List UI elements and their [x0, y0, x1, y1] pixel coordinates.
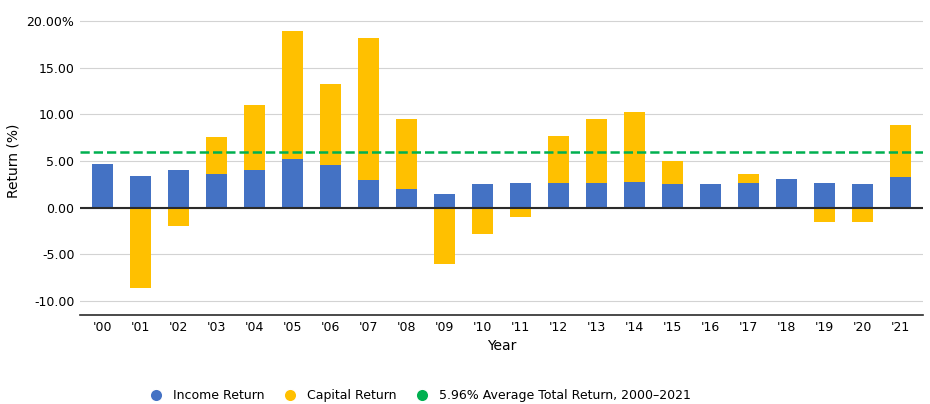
Bar: [548, 136, 569, 183]
Bar: [92, 164, 113, 208]
Bar: [130, 176, 152, 208]
Bar: [358, 180, 379, 208]
Bar: [662, 161, 683, 184]
Bar: [737, 183, 759, 208]
Bar: [168, 208, 189, 226]
Bar: [396, 119, 417, 189]
Bar: [206, 174, 227, 208]
Bar: [662, 184, 683, 208]
Bar: [320, 165, 341, 208]
Bar: [168, 170, 189, 208]
Bar: [624, 112, 644, 181]
Bar: [206, 137, 227, 174]
Bar: [282, 159, 303, 208]
Bar: [282, 31, 303, 159]
Bar: [737, 174, 759, 183]
Bar: [510, 208, 531, 217]
Bar: [814, 183, 835, 208]
Bar: [358, 38, 379, 180]
Bar: [320, 84, 341, 165]
Bar: [586, 119, 607, 183]
Bar: [245, 105, 265, 170]
Bar: [472, 184, 493, 208]
Bar: [510, 183, 531, 208]
Bar: [434, 208, 455, 264]
Bar: [130, 208, 152, 288]
Bar: [434, 194, 455, 208]
Y-axis label: Return (%): Return (%): [7, 124, 21, 198]
Bar: [890, 124, 910, 177]
Bar: [852, 208, 872, 222]
Bar: [586, 183, 607, 208]
Bar: [890, 177, 910, 208]
Bar: [852, 184, 872, 208]
Legend: Income Return, Capital Return, 5.96% Average Total Return, 2000–2021: Income Return, Capital Return, 5.96% Ave…: [143, 389, 691, 402]
Bar: [624, 181, 644, 208]
Bar: [814, 208, 835, 222]
X-axis label: Year: Year: [486, 339, 516, 353]
Bar: [700, 184, 721, 208]
Bar: [396, 189, 417, 208]
Bar: [472, 208, 493, 234]
Bar: [245, 170, 265, 208]
Bar: [776, 179, 797, 208]
Bar: [548, 183, 569, 208]
